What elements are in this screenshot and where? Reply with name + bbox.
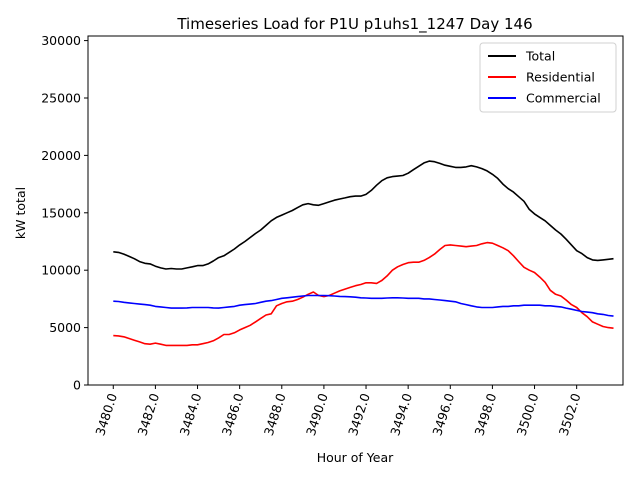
x-tick-label: 3488.0 [261, 391, 289, 437]
legend-label-commercial: Commercial [526, 91, 601, 106]
y-tick-label: 0 [73, 378, 81, 393]
x-tick-label: 3496.0 [429, 391, 457, 437]
y-tick-label: 30000 [41, 33, 81, 48]
x-tick-label: 3484.0 [177, 391, 205, 437]
y-tick-label: 10000 [41, 263, 81, 278]
chart-title: Timeseries Load for P1U p1uhs1_1247 Day … [176, 15, 532, 34]
legend-label-residential: Residential [526, 70, 595, 85]
x-tick-label: 3490.0 [303, 391, 331, 437]
series-line-residential [113, 241, 614, 347]
y-tick-label: 15000 [41, 205, 81, 220]
series-line-total [113, 160, 614, 270]
legend-label-total: Total [525, 49, 555, 64]
x-axis-label: Hour of Year [317, 450, 394, 465]
x-tick-label: 3482.0 [134, 391, 162, 437]
x-tick-label: 3480.0 [92, 391, 120, 437]
x-tick-label: 3494.0 [387, 391, 415, 437]
y-tick-label: 20000 [41, 148, 81, 163]
x-tick-label: 3500.0 [514, 391, 542, 437]
y-tick-label: 25000 [41, 90, 81, 105]
plot-frame [87, 35, 624, 386]
series-line-commercial [113, 294, 614, 317]
legend-box [479, 42, 617, 113]
plot-area: 0 5000 10000 15000 20000 25000 30000 3480.0 3482… [41, 33, 624, 438]
x-tick-label: 3486.0 [219, 391, 247, 437]
x-tick-label: 3502.0 [556, 391, 584, 437]
y-tick-label: 5000 [49, 320, 81, 335]
x-tick-label: 3492.0 [345, 391, 373, 437]
x-tick-label: 3498.0 [471, 391, 499, 437]
y-axis-label: kW total [13, 187, 28, 239]
